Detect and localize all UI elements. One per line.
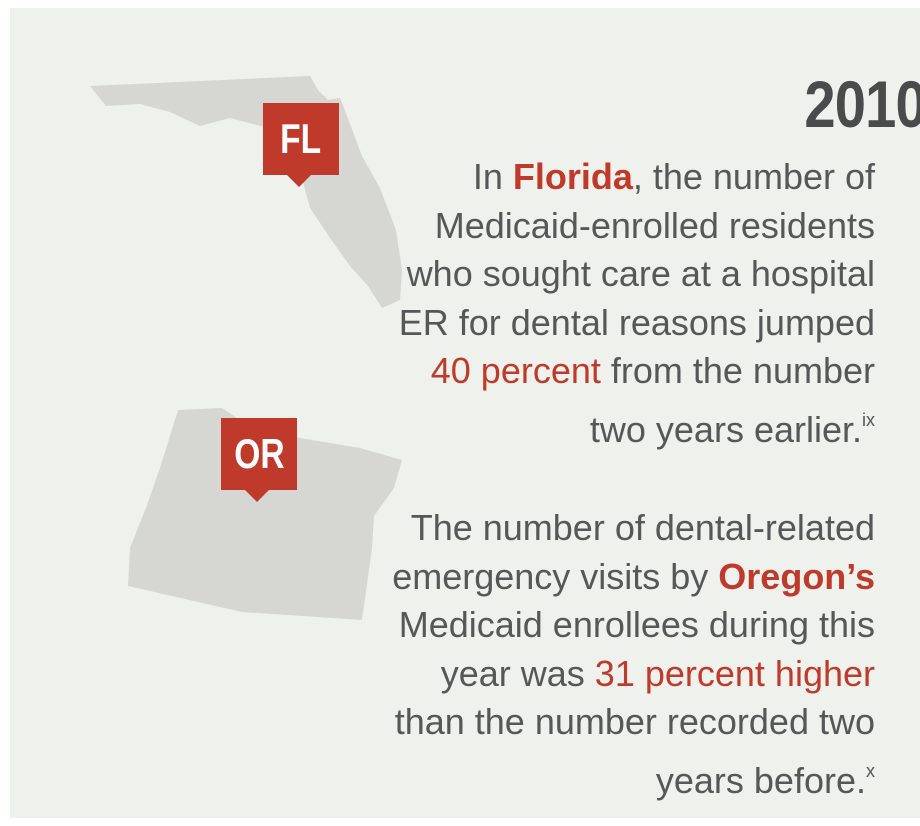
text-line: In Florida, the number of <box>399 153 875 202</box>
text: from the number <box>600 350 875 392</box>
text-line: emergency visits by Oregon’s <box>392 553 875 602</box>
text: , the number of <box>632 156 875 197</box>
text: In <box>472 156 513 197</box>
footnote-ref: ix <box>862 409 875 430</box>
text-line: who sought care at a hospital <box>399 250 875 299</box>
highlight: Oregon’s <box>718 555 875 597</box>
year: 2010 <box>804 67 920 141</box>
oregon-text: The number of dental-related emergency vi… <box>392 504 875 806</box>
text-line: Medicaid-enrolled residents <box>399 202 875 251</box>
oregon-map <box>128 408 402 620</box>
text: years before. <box>655 759 866 801</box>
text: ER for dental reasons jumped <box>398 301 875 343</box>
fl-badge: FL <box>263 103 339 187</box>
text-line: than the number recorded two <box>392 698 875 747</box>
text: who sought care at a hospital <box>406 253 875 295</box>
fl-badge-text: FL <box>280 115 322 162</box>
text-line: Medicaid enrollees during this <box>392 601 875 650</box>
highlight: 31 percent higher <box>594 652 875 694</box>
florida-map <box>90 76 402 308</box>
text-line: 40 percent from the number <box>399 347 875 396</box>
text-line: years before.x <box>392 747 875 806</box>
text-line: two years earlier.ix <box>399 396 875 455</box>
text: Medicaid-enrolled residents <box>434 204 875 246</box>
highlight: Florida <box>512 156 633 197</box>
or-badge: OR <box>221 418 297 502</box>
text: two years earlier. <box>589 408 862 450</box>
text: Medicaid enrollees during this <box>398 604 875 646</box>
highlight: 40 percent <box>430 350 601 392</box>
text-line: ER for dental reasons jumped <box>399 299 875 348</box>
text-line: year was 31 percent higher <box>392 650 875 699</box>
panel: 2010 FL In Florida, the number of Medicai… <box>10 8 920 818</box>
footnote-ref: x <box>866 760 875 781</box>
text-line: The number of dental-related <box>392 504 875 553</box>
text: emergency visits by <box>392 555 719 597</box>
text: than the number recorded two <box>394 701 875 743</box>
florida-text: In Florida, the number of Medicaid-enroll… <box>399 153 875 455</box>
or-badge-text: OR <box>233 430 285 477</box>
text: The number of dental-related <box>410 507 875 548</box>
text: year was <box>440 652 595 694</box>
